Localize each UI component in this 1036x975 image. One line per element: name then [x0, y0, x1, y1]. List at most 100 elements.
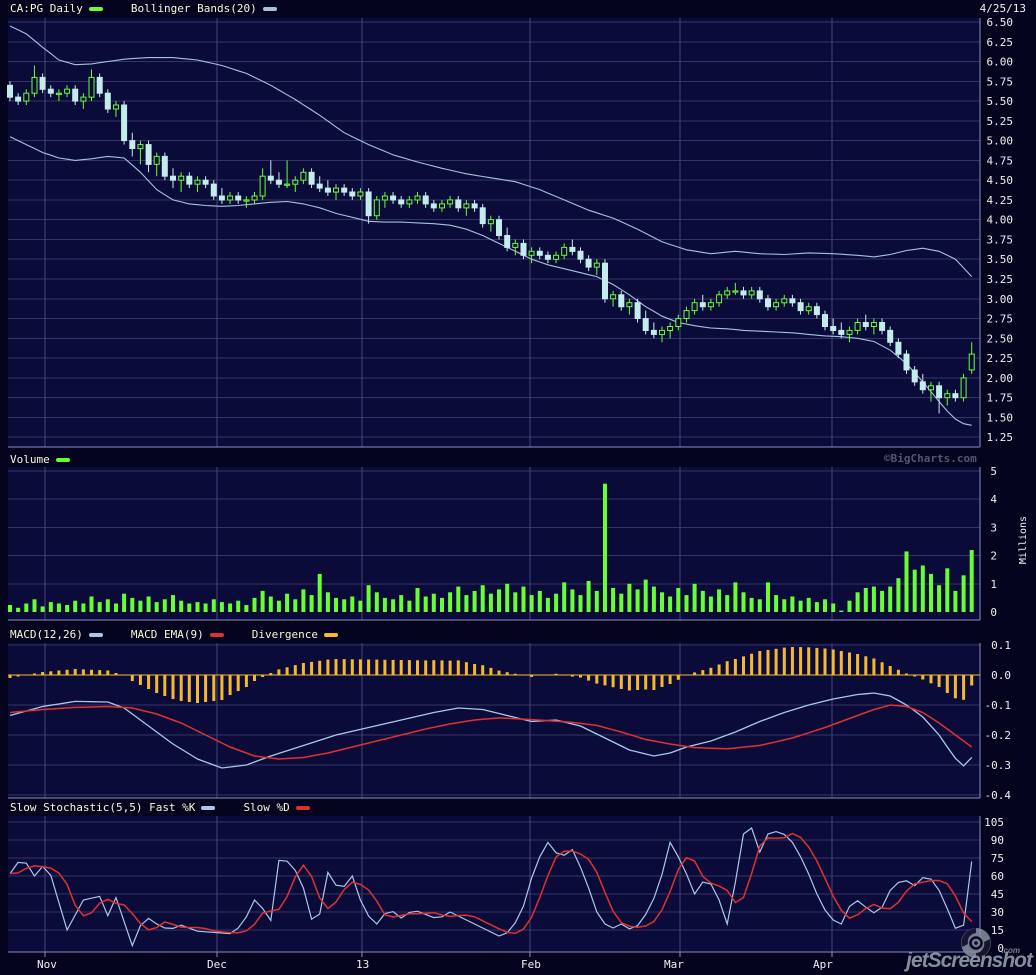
- candle: [284, 183, 291, 186]
- candle: [936, 385, 943, 399]
- divergence-bar: [676, 675, 680, 680]
- svg-text:Mar: Mar: [664, 958, 684, 971]
- divergence-bar: [970, 675, 974, 686]
- svg-text:4: 4: [990, 493, 997, 506]
- volume-bar: [537, 590, 542, 612]
- candle: [64, 88, 71, 94]
- divergence-bar: [147, 675, 151, 689]
- divergence-bar: [896, 669, 900, 676]
- divergence-bar: [937, 675, 941, 687]
- candle: [561, 246, 568, 256]
- svg-text:3.50: 3.50: [987, 253, 1014, 266]
- divergence-bar: [489, 667, 493, 675]
- candle: [80, 96, 87, 102]
- volume-bar: [97, 602, 102, 612]
- candle: [520, 242, 527, 256]
- volume-bar: [24, 603, 29, 612]
- volume-bar: [179, 600, 184, 612]
- divergence-bar: [513, 673, 517, 675]
- divergence-bar: [399, 660, 403, 675]
- divergence-bar: [782, 647, 786, 675]
- candle: [170, 175, 176, 181]
- candle: [732, 290, 739, 293]
- candle: [740, 290, 747, 296]
- volume-bar: [863, 588, 868, 612]
- volume-bar: [757, 599, 762, 612]
- jetscreenshot-logo: .com jetScreenshot: [902, 921, 1033, 973]
- volume-bar: [407, 600, 412, 612]
- candle: [218, 195, 225, 201]
- divergence-bar: [424, 660, 428, 675]
- volume-bar: [391, 599, 396, 612]
- volume-bar: [912, 569, 917, 612]
- divergence-bar: [253, 675, 256, 681]
- volume-bar: [228, 603, 233, 612]
- volume-bar: [766, 582, 770, 612]
- candle: [504, 235, 511, 248]
- divergence-bar: [179, 675, 183, 701]
- volume-bar: [823, 599, 827, 612]
- divergence-bar: [383, 659, 387, 676]
- volume-bar: [717, 589, 722, 612]
- price-series-swatch: [88, 6, 103, 11]
- divergence-bar: [196, 675, 199, 703]
- candle: [626, 302, 633, 308]
- macd-label: MACD(12,26): [10, 628, 83, 641]
- divergence-bar: [913, 675, 917, 677]
- candle: [55, 92, 62, 95]
- svg-text:Dec: Dec: [207, 958, 227, 971]
- svg-text:13: 13: [356, 958, 369, 971]
- volume-bar: [171, 595, 175, 612]
- candle: [610, 294, 617, 300]
- candle: [887, 329, 894, 343]
- volume-bar: [440, 597, 444, 612]
- price-panel: [8, 18, 980, 447]
- candle: [422, 195, 429, 205]
- stochastic-d-swatch: [295, 805, 310, 810]
- svg-text:-0.4: -0.4: [985, 789, 1012, 802]
- svg-text:2.00: 2.00: [987, 372, 1014, 385]
- volume-bar: [285, 593, 290, 612]
- candle: [862, 322, 869, 327]
- candle: [659, 329, 665, 335]
- candle: [748, 290, 755, 296]
- volume-bar: [480, 585, 485, 612]
- volume-bar: [635, 589, 640, 612]
- divergence-bar: [171, 675, 175, 699]
- divergence-bar: [473, 664, 477, 675]
- divergence-bar: [603, 675, 607, 686]
- volume-bar: [203, 603, 208, 612]
- divergence-bar: [163, 675, 167, 696]
- volume-bar: [32, 599, 37, 612]
- candle: [585, 258, 592, 268]
- volume-bar: [611, 588, 616, 612]
- divergence-bar: [8, 675, 12, 678]
- divergence-bar: [114, 673, 118, 675]
- svg-text:Feb: Feb: [521, 958, 541, 971]
- svg-text:60: 60: [991, 870, 1004, 883]
- macd-legend: MACD(12,26) MACD EMA(9) Divergence: [10, 627, 344, 642]
- candle: [153, 155, 160, 165]
- candle: [960, 377, 967, 399]
- candle: [716, 294, 723, 304]
- divergence-bar: [848, 652, 851, 675]
- divergence-bar: [407, 660, 411, 675]
- candle: [569, 246, 576, 252]
- divergence-bar: [693, 672, 697, 675]
- divergence-bar: [856, 654, 860, 675]
- volume-bar: [871, 586, 876, 612]
- svg-text:6.50: 6.50: [987, 16, 1014, 29]
- volume-swatch: [55, 457, 70, 462]
- candle: [300, 171, 307, 181]
- candle: [952, 393, 959, 399]
- volume-bar: [904, 551, 909, 612]
- candle: [830, 326, 837, 331]
- volume-bar: [651, 586, 656, 612]
- candle: [968, 353, 975, 371]
- divergence-bar: [187, 675, 191, 702]
- stochastic-fastk-label: Slow Stochastic(5,5) Fast %K: [10, 801, 196, 814]
- candle: [879, 322, 886, 331]
- volume-bar: [415, 588, 420, 612]
- divergence-bar: [130, 675, 134, 681]
- divergence-bar: [440, 660, 444, 675]
